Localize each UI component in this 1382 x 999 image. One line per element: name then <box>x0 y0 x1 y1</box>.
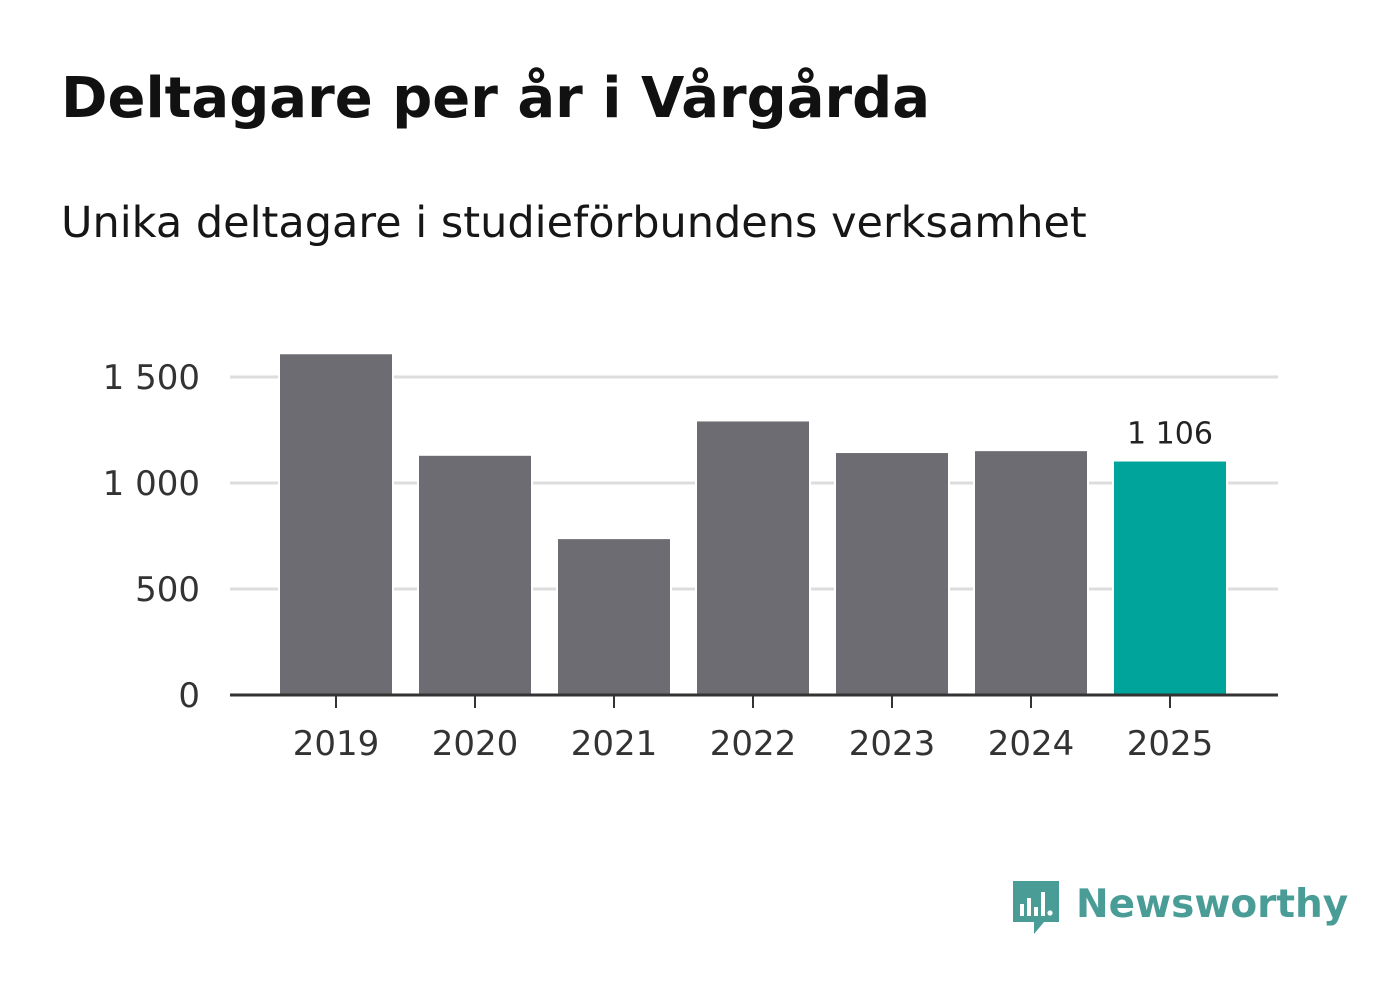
bar-2021 <box>556 537 672 696</box>
bars <box>278 352 1228 697</box>
y-tick-label: 500 <box>135 570 200 610</box>
y-tick-label: 1 000 <box>103 464 200 504</box>
newsworthy-logo: Newsworthy <box>1010 878 1348 940</box>
newsworthy-logo-icon <box>1013 881 1059 934</box>
y-tick-label: 0 <box>178 676 200 716</box>
bar-2025 <box>1112 459 1228 697</box>
data-label: 1 106 <box>1127 417 1213 452</box>
x-tick-label: 2025 <box>1127 724 1214 764</box>
x-tick-label: 2024 <box>988 724 1075 764</box>
x-tick-label: 2019 <box>293 724 380 764</box>
bar-2023 <box>834 451 950 696</box>
labels: 0 500 1 000 1 500 2019 2020 2021 2022 2023 2024 20… <box>103 358 1214 764</box>
x-tick-label: 2023 <box>849 724 936 764</box>
x-tick-label: 2021 <box>571 724 658 764</box>
bar-2024 <box>973 449 1089 697</box>
axes <box>230 693 1278 708</box>
chart-subtitle: Unika deltagare i studieförbundens verks… <box>61 198 1087 248</box>
bar-2022 <box>695 419 811 696</box>
bar-2020 <box>417 453 533 696</box>
x-tick-label: 2020 <box>432 724 519 764</box>
chart-title: Deltagare per år i Vårgårda <box>61 66 931 131</box>
y-tick-label: 1 500 <box>103 358 200 398</box>
x-tick-label: 2022 <box>710 724 797 764</box>
brand-name: Newsworthy <box>1076 881 1349 927</box>
bar-2019 <box>278 352 394 696</box>
